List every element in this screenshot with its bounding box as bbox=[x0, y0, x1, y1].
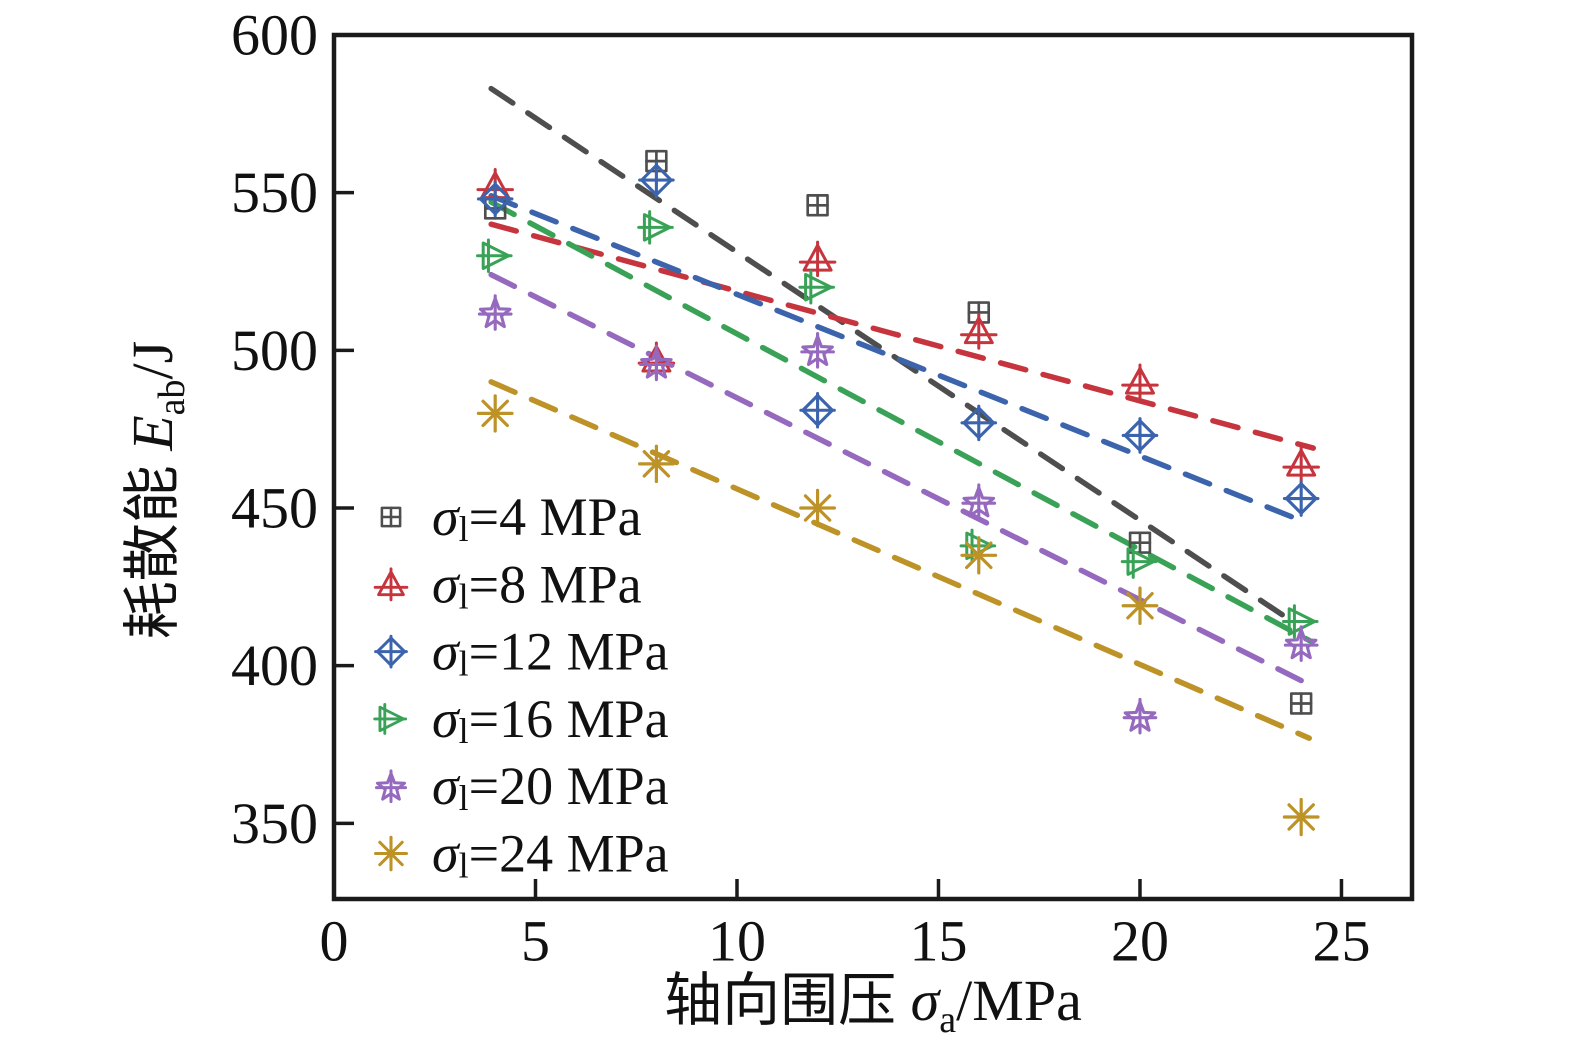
data-point-marker bbox=[960, 313, 998, 350]
legend-marker bbox=[380, 506, 402, 528]
x-tick-label: 20 bbox=[1111, 909, 1169, 974]
trend-line-2 bbox=[488, 221, 1317, 451]
data-point-marker bbox=[1121, 417, 1159, 454]
data-point-marker bbox=[806, 194, 829, 217]
legend-item: σl=24 MPa bbox=[374, 824, 669, 886]
legend-marker bbox=[374, 769, 408, 804]
data-point-marker bbox=[637, 210, 674, 245]
data-point-marker bbox=[1282, 445, 1320, 483]
y-tick-label: 400 bbox=[231, 633, 318, 698]
trend-line-4 bbox=[488, 199, 1312, 644]
data-point-marker bbox=[1120, 544, 1158, 579]
data-point-marker bbox=[639, 344, 674, 382]
legend-label: σl=20 MPa bbox=[432, 756, 669, 818]
trend-lines-layer bbox=[488, 85, 1317, 741]
y-tick-label: 450 bbox=[231, 475, 318, 540]
trend-line-6 bbox=[488, 379, 1312, 741]
x-axis-title: 轴向围压 σa/MPa bbox=[664, 968, 1082, 1041]
data-point-marker bbox=[1121, 363, 1159, 401]
data-point-marker bbox=[476, 394, 514, 433]
legend-item: σl=4 MPa bbox=[380, 487, 642, 549]
legend-marker bbox=[373, 702, 408, 735]
data-point-marker bbox=[477, 294, 513, 331]
data-point-marker bbox=[1128, 531, 1152, 554]
x-tick-label: 0 bbox=[320, 909, 349, 974]
data-point-marker bbox=[475, 238, 513, 273]
data-point-marker bbox=[800, 332, 835, 369]
data-point-marker bbox=[1282, 797, 1320, 837]
legend-label: σl=12 MPa bbox=[432, 622, 669, 684]
legend-item: σl=16 MPa bbox=[373, 689, 669, 751]
axis-titles: 轴向围压 σa/MPa 耗散能 Eab/J bbox=[120, 341, 1082, 1041]
legend-item: σl=12 MPa bbox=[374, 622, 669, 684]
legend-item: σl=20 MPa bbox=[374, 756, 669, 818]
data-point-marker bbox=[476, 180, 514, 218]
x-tick-label: 5 bbox=[521, 909, 550, 974]
legend-label: σl=4 MPa bbox=[432, 487, 642, 549]
data-point-marker bbox=[1122, 697, 1158, 735]
legend-label: σl=16 MPa bbox=[432, 689, 669, 751]
y-tick-label: 500 bbox=[231, 318, 318, 383]
legend-marker bbox=[374, 835, 408, 872]
trend-line-3 bbox=[488, 193, 1304, 524]
data-point-marker bbox=[798, 270, 835, 305]
trend-line-5 bbox=[488, 271, 1312, 688]
data-point-marker bbox=[1121, 586, 1159, 625]
tick-labels: 0 5 10 15 20 25 350 400 450 500 550 600 bbox=[231, 3, 1370, 974]
legend-item: σl=8 MPa bbox=[373, 554, 642, 616]
trend-line-1 bbox=[488, 85, 1300, 628]
data-point-marker bbox=[799, 488, 836, 528]
y-tick-label: 350 bbox=[231, 791, 318, 856]
data-point-marker bbox=[1289, 692, 1313, 715]
x-tick-label: 25 bbox=[1312, 909, 1370, 974]
legend-label: σl=24 MPa bbox=[432, 824, 669, 886]
data-point-marker bbox=[637, 444, 675, 484]
axis-ticks bbox=[336, 190, 1344, 897]
data-point-marker bbox=[960, 536, 998, 575]
data-point-marker bbox=[961, 483, 997, 520]
data-markers-layer bbox=[475, 149, 1320, 837]
legend-marker bbox=[373, 567, 409, 602]
y-axis-title: 耗散能 Eab/J bbox=[120, 341, 193, 640]
data-point-marker bbox=[798, 240, 837, 278]
plot-frame bbox=[331, 32, 1415, 902]
data-point-marker bbox=[960, 404, 998, 442]
y-tick-label: 550 bbox=[231, 160, 318, 225]
data-point-marker bbox=[1283, 625, 1319, 662]
x-tick-label: 15 bbox=[909, 909, 967, 974]
x-tick-label: 10 bbox=[708, 909, 766, 974]
legend-label: σl=8 MPa bbox=[432, 554, 642, 616]
data-point-marker bbox=[638, 161, 675, 199]
legend-marker bbox=[374, 634, 408, 669]
y-tick-label: 600 bbox=[231, 3, 318, 68]
data-point-marker bbox=[1282, 480, 1320, 517]
plot-border bbox=[331, 32, 1415, 902]
data-point-marker bbox=[799, 391, 836, 429]
